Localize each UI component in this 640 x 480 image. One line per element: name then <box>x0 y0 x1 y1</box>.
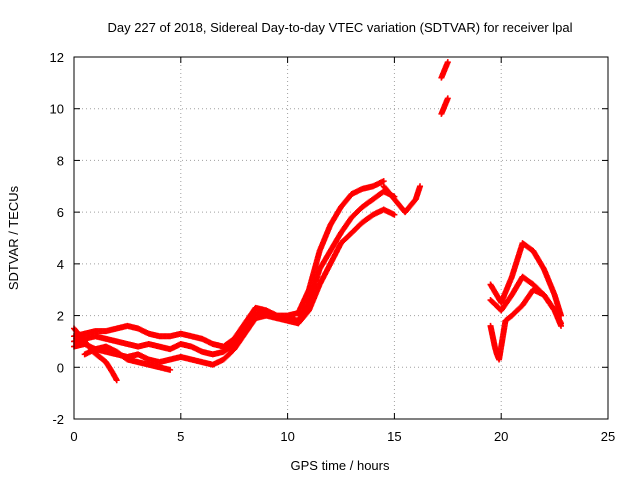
x-tick-label: 20 <box>494 429 508 444</box>
y-tick-label: 2 <box>57 309 64 324</box>
data-point-marker <box>417 183 424 190</box>
y-axis-label: SDTVAR / TECUs <box>6 185 21 290</box>
y-tick-label: 12 <box>50 50 64 65</box>
data-point-marker <box>391 211 398 218</box>
data-points <box>71 59 565 384</box>
y-tick-label: 6 <box>57 205 64 220</box>
series-track-k <box>487 286 565 363</box>
y-tick-label: -2 <box>52 412 64 427</box>
y-tick-label: 0 <box>57 360 64 375</box>
x-tick-label: 25 <box>601 429 615 444</box>
y-tick-label: 10 <box>50 102 64 117</box>
data-point-marker <box>380 178 387 185</box>
plot-frame <box>73 56 609 420</box>
series-track-f <box>380 183 424 216</box>
grid-lines <box>74 57 608 419</box>
x-axis-label: GPS time / hours <box>291 458 390 473</box>
data-point-marker <box>444 95 451 102</box>
x-tick-label: 0 <box>70 429 77 444</box>
series-track-g <box>438 59 451 81</box>
data-point-marker <box>444 59 451 66</box>
data-point-marker <box>167 366 174 373</box>
data-point-marker <box>558 322 565 329</box>
series-track-b <box>71 188 398 358</box>
x-tick-label: 5 <box>177 429 184 444</box>
series-track-i <box>487 240 565 319</box>
chart-title: Day 227 of 2018, Sidereal Day-to-day VTE… <box>107 20 572 35</box>
series-track-e <box>81 343 174 373</box>
axis-ticks: 0 5 10 15 20 25 -2 0 2 4 6 8 10 12 <box>50 50 616 444</box>
series-track-h <box>438 95 451 117</box>
x-tick-label: 10 <box>280 429 294 444</box>
y-tick-label: 4 <box>57 257 64 272</box>
series-track-a <box>71 178 387 350</box>
x-tick-label: 15 <box>387 429 401 444</box>
data-point-marker <box>113 377 120 384</box>
y-tick-label: 8 <box>57 153 64 168</box>
